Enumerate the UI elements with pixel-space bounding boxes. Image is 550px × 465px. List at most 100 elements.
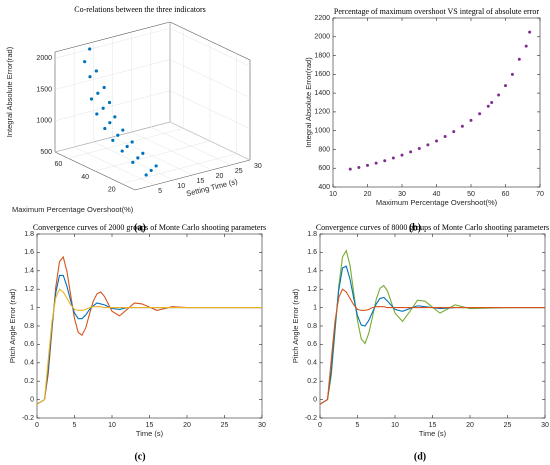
scatter-point: [89, 97, 94, 101]
scatter-point: [417, 147, 421, 151]
x-tick-label: 0: [318, 422, 322, 429]
z-tick-label: 1000: [36, 118, 52, 125]
y-tick-label: 0.4: [307, 360, 317, 367]
y-tick-label: 1.2: [307, 286, 317, 293]
y-tick-label: 2200: [314, 15, 330, 22]
y-tick-label: 800: [318, 146, 330, 153]
scatter-point: [435, 139, 438, 143]
y-tick-label: 1: [30, 304, 34, 311]
plot-frame: [332, 17, 541, 188]
y-tick-label: 0.8: [307, 323, 317, 330]
plot-frame: [36, 233, 263, 419]
y-axis-label: Setting Time (s): [185, 177, 239, 199]
x-tick-label: 10: [391, 422, 399, 429]
grid-line: [54, 121, 171, 153]
x-tick-label: 30: [398, 191, 406, 198]
grid-line: [169, 28, 251, 67]
scatter-point: [348, 167, 352, 171]
y-tick-label: 1.8: [24, 231, 34, 238]
scatter-point: [120, 149, 124, 153]
scatter-point: [409, 150, 413, 154]
scatter-point: [108, 121, 112, 125]
y-tick-label: 1.4: [307, 268, 317, 275]
grid-line: [169, 59, 251, 98]
x-tick-label: 25: [221, 422, 229, 429]
x-tick-label: 40: [433, 191, 441, 198]
y-tick-label: 0.6: [307, 341, 317, 348]
scatter-point: [357, 165, 361, 169]
series-line: [319, 288, 545, 405]
grid-line: [74, 146, 155, 186]
scatter-point: [524, 44, 528, 48]
y-tick-label: 0.8: [24, 323, 34, 330]
scatter-point: [400, 153, 404, 157]
y-tick-label: 1200: [314, 109, 330, 116]
scatter-point: [426, 143, 430, 147]
grid-line: [131, 131, 212, 171]
scatter-point: [94, 69, 98, 73]
x-tick-label: 40: [81, 174, 89, 181]
scatter-point: [95, 112, 99, 116]
x-tick-label: 50: [467, 191, 475, 198]
y-tick-label: 1.6: [307, 249, 317, 256]
x-tick-label: 10: [108, 422, 116, 429]
scatter-point: [374, 161, 378, 165]
panel-caption: (b): [409, 222, 421, 233]
scatter-point: [101, 106, 105, 110]
grid-line: [112, 136, 193, 176]
scatter-point: [528, 30, 532, 34]
y-tick-label: 10: [177, 183, 185, 190]
scatter-point: [497, 93, 501, 97]
x-tick-label: 70: [536, 191, 544, 198]
grid-line: [54, 59, 171, 90]
y-axis-label: Pitch Angle Error (rad): [8, 288, 17, 363]
scatter-point: [131, 160, 135, 164]
series-line: [36, 288, 262, 405]
scatter-point: [460, 124, 464, 128]
y-tick-label: 25: [235, 168, 243, 175]
x-tick-label: 20: [364, 191, 372, 198]
x-tick-label: 5: [73, 422, 77, 429]
y-tick-label: 1.2: [24, 286, 34, 293]
chart-title: Percentage of maximum overshoot VS integ…: [334, 7, 539, 16]
scatter-point: [116, 133, 120, 137]
x-axis-label: Maximum Percentage Overshoot(%): [376, 198, 498, 207]
y-tick-label: 1.6: [24, 249, 34, 256]
y-tick-label: 0.4: [24, 360, 34, 367]
scatter-point: [83, 60, 87, 64]
y-tick-label: 20: [216, 173, 224, 180]
y-tick-label: 1.4: [24, 268, 34, 275]
x-tick-label: 5: [356, 422, 360, 429]
scatter-point: [141, 151, 145, 155]
grid-line: [169, 90, 251, 129]
x-tick-label: 10: [329, 191, 337, 198]
x-tick-label: 15: [429, 422, 437, 429]
scatter-point: [486, 104, 490, 108]
scatter-point: [130, 140, 134, 144]
y-axis-label: Integral Absolute Error(rad): [304, 57, 313, 148]
scatter-point: [96, 91, 100, 95]
x-tick-label: 20: [183, 422, 191, 429]
y-tick-label: 1400: [314, 90, 330, 97]
scatter-point: [88, 75, 92, 79]
scatter-point: [383, 159, 387, 163]
chart-title: Convergence curves of 8000 groups of Mon…: [316, 223, 549, 232]
y-tick-label: 0.6: [24, 341, 34, 348]
scatter-point: [478, 112, 482, 116]
scatter-point: [125, 144, 129, 149]
y-tick-label: 1000: [314, 128, 330, 135]
y-tick-label: 0.2: [307, 378, 317, 385]
y-tick-label: 0.2: [24, 378, 34, 385]
scatter-point: [88, 47, 92, 51]
x-tick-label: 30: [258, 422, 266, 429]
y-tick-label: 0: [30, 396, 34, 403]
z-tick-label: 1500: [36, 86, 52, 93]
y-tick-label: 1600: [314, 71, 330, 78]
z-axis-label: Integral Absolute Error(rad): [5, 46, 14, 137]
x-tick-label: 30: [541, 422, 549, 429]
chart-title: Convergence curves of 2000 groups of Mon…: [33, 223, 266, 232]
scatter-point: [510, 72, 514, 76]
y-tick-label: 1800: [314, 52, 330, 59]
x-tick-label: 60: [502, 191, 510, 198]
